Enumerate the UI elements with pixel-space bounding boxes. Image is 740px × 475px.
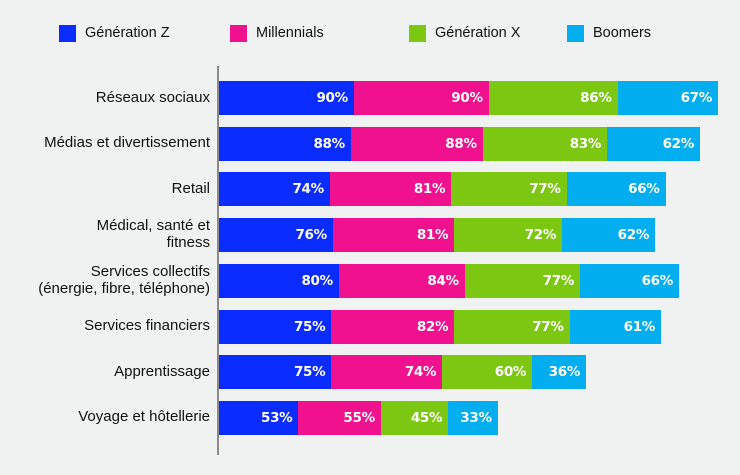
- legend-item-millennials: Millennials: [230, 24, 324, 42]
- bar-segment: [488, 81, 618, 115]
- bar-segment: [353, 81, 489, 115]
- data-label: 88%: [313, 135, 345, 152]
- data-label: 45%: [410, 409, 443, 426]
- bar-segment: [331, 355, 443, 390]
- data-label: 81%: [416, 227, 449, 244]
- legend-label: Millennials: [256, 25, 324, 41]
- bar-segment: [607, 126, 701, 161]
- legend-item-boomers: Boomers: [567, 24, 651, 42]
- legend-label: Boomers: [593, 25, 652, 41]
- bar-segment: [219, 81, 354, 115]
- legend-swatch: [59, 24, 76, 42]
- data-label: 72%: [524, 227, 557, 244]
- bar-segment: [219, 172, 330, 207]
- data-label: 88%: [445, 135, 477, 152]
- bar-segment: [454, 309, 570, 344]
- data-label: 75%: [293, 318, 326, 335]
- data-label: 90%: [316, 90, 348, 106]
- bar-segment: [442, 355, 533, 390]
- data-label: 55%: [343, 409, 375, 426]
- bar-segment: [617, 81, 718, 115]
- bar-segment: [380, 400, 449, 435]
- data-label: 80%: [301, 272, 333, 289]
- legend-label: Génération X: [435, 25, 521, 41]
- category-label: Médical, santé et fitness: [96, 217, 210, 252]
- data-label: 33%: [460, 409, 492, 426]
- bar-segment: [331, 309, 455, 344]
- data-label: 77%: [529, 181, 561, 198]
- bar-segment: [219, 355, 332, 390]
- data-label: 86%: [580, 90, 612, 106]
- data-label: 62%: [662, 135, 695, 152]
- bar-segment: [219, 400, 299, 435]
- bar-segment: [350, 126, 483, 161]
- data-label: 77%: [532, 318, 564, 335]
- bar-segment: [451, 172, 567, 207]
- data-label: 77%: [542, 272, 575, 289]
- category-label: Services collectifs (énergie, fibre, télé…: [38, 262, 210, 297]
- legend-label: Génération Z: [85, 25, 170, 41]
- data-label: 53%: [260, 409, 293, 426]
- bar-segment: [448, 400, 498, 435]
- bar-segment: [532, 355, 587, 390]
- data-label: 61%: [623, 318, 656, 335]
- data-label: 36%: [548, 364, 581, 381]
- category-label: Réseaux sociaux: [95, 88, 210, 106]
- bar-segment: [569, 309, 662, 344]
- data-label: 74%: [292, 181, 324, 198]
- data-label: 67%: [680, 90, 713, 106]
- bar-segment: [332, 218, 455, 253]
- data-label: 75%: [293, 364, 326, 381]
- category-label: Médias et divertissement: [44, 134, 210, 152]
- category-label: Retail: [171, 179, 210, 197]
- legend-swatch: [567, 24, 584, 42]
- legend-swatch: [409, 24, 426, 42]
- category-label: Services financiers: [84, 317, 210, 334]
- data-label: 66%: [641, 272, 674, 289]
- category-label: Apprentissage: [114, 362, 210, 380]
- legend-item-g-n-ration-x: Génération X: [409, 24, 520, 42]
- legend-item-g-n-ration-z: Génération Z: [59, 24, 170, 42]
- data-label: 60%: [494, 364, 527, 381]
- bar-segment: [580, 263, 680, 298]
- bar-segment: [219, 263, 339, 298]
- data-label: 83%: [569, 135, 602, 152]
- bar-segment: [566, 172, 666, 207]
- bar-segment: [338, 263, 465, 298]
- data-label: 82%: [416, 318, 449, 335]
- data-label: 76%: [295, 227, 327, 244]
- bar-segment: [464, 263, 581, 298]
- data-label: 74%: [404, 364, 437, 381]
- data-label: 90%: [451, 90, 483, 106]
- legend-swatch: [230, 24, 247, 42]
- bar-segment: [298, 400, 381, 435]
- bar-segment: [219, 309, 332, 344]
- y-axis-line: [217, 66, 219, 455]
- bar-segment: [219, 126, 351, 161]
- data-label: 81%: [413, 181, 446, 198]
- bar-segment: [219, 218, 333, 253]
- bar-segment: [562, 218, 656, 253]
- bar-segment: [329, 172, 452, 207]
- data-label: 66%: [628, 181, 660, 198]
- bar-segment: [482, 126, 608, 161]
- category-label: Voyage et hôtellerie: [78, 408, 210, 426]
- bar-segment: [454, 218, 563, 253]
- data-label: 62%: [617, 227, 650, 244]
- data-label: 84%: [427, 272, 459, 289]
